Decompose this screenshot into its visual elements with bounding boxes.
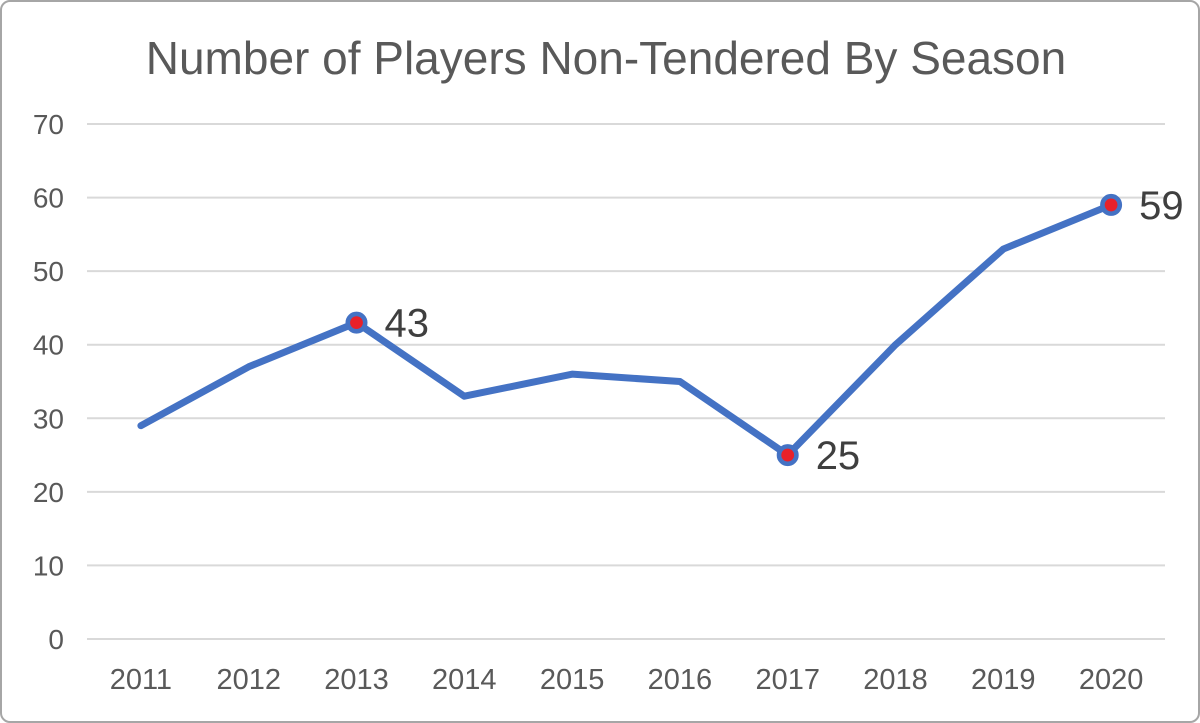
x-tick-label: 2018	[863, 664, 928, 696]
x-tick-label: 2014	[432, 664, 497, 696]
y-tick-label: 40	[33, 330, 64, 361]
data-point-marker	[776, 444, 799, 467]
y-tick-label: 20	[33, 477, 64, 508]
y-tick-label: 70	[33, 109, 64, 140]
y-axis-tick-labels: 0 10 20 30 40 50 60 70	[33, 109, 64, 655]
x-tick-label: 2016	[648, 664, 713, 696]
y-tick-label: 30	[33, 403, 64, 434]
data-series	[137, 201, 1115, 459]
data-point-labels: 43 25 59	[385, 184, 1184, 478]
data-point-marker	[1100, 193, 1123, 216]
gridlines	[87, 123, 1165, 640]
y-tick-label: 0	[48, 624, 64, 655]
y-tick-label: 10	[33, 550, 64, 581]
x-tick-label: 2015	[540, 664, 605, 696]
x-tick-label: 2012	[216, 664, 281, 696]
series-line	[137, 201, 1115, 459]
data-point-marker	[345, 311, 368, 334]
x-tick-label: 2019	[971, 664, 1036, 696]
data-point-markers	[345, 193, 1123, 467]
x-tick-label: 2011	[110, 664, 172, 696]
x-tick-label: 2013	[324, 664, 389, 696]
data-point-label: 25	[816, 434, 861, 478]
chart-title: Number of Players Non-Tendered By Season	[146, 32, 1066, 84]
data-point-label: 59	[1139, 184, 1184, 228]
x-tick-label: 2017	[755, 664, 820, 696]
y-tick-label: 60	[33, 183, 64, 214]
x-tick-label: 2020	[1079, 664, 1144, 696]
x-axis-tick-labels: 2011 2012 2013 2014 2015 2016 2017 2018 2019 2020	[110, 664, 1144, 696]
y-tick-label: 50	[33, 256, 64, 287]
data-point-label: 43	[385, 302, 430, 346]
